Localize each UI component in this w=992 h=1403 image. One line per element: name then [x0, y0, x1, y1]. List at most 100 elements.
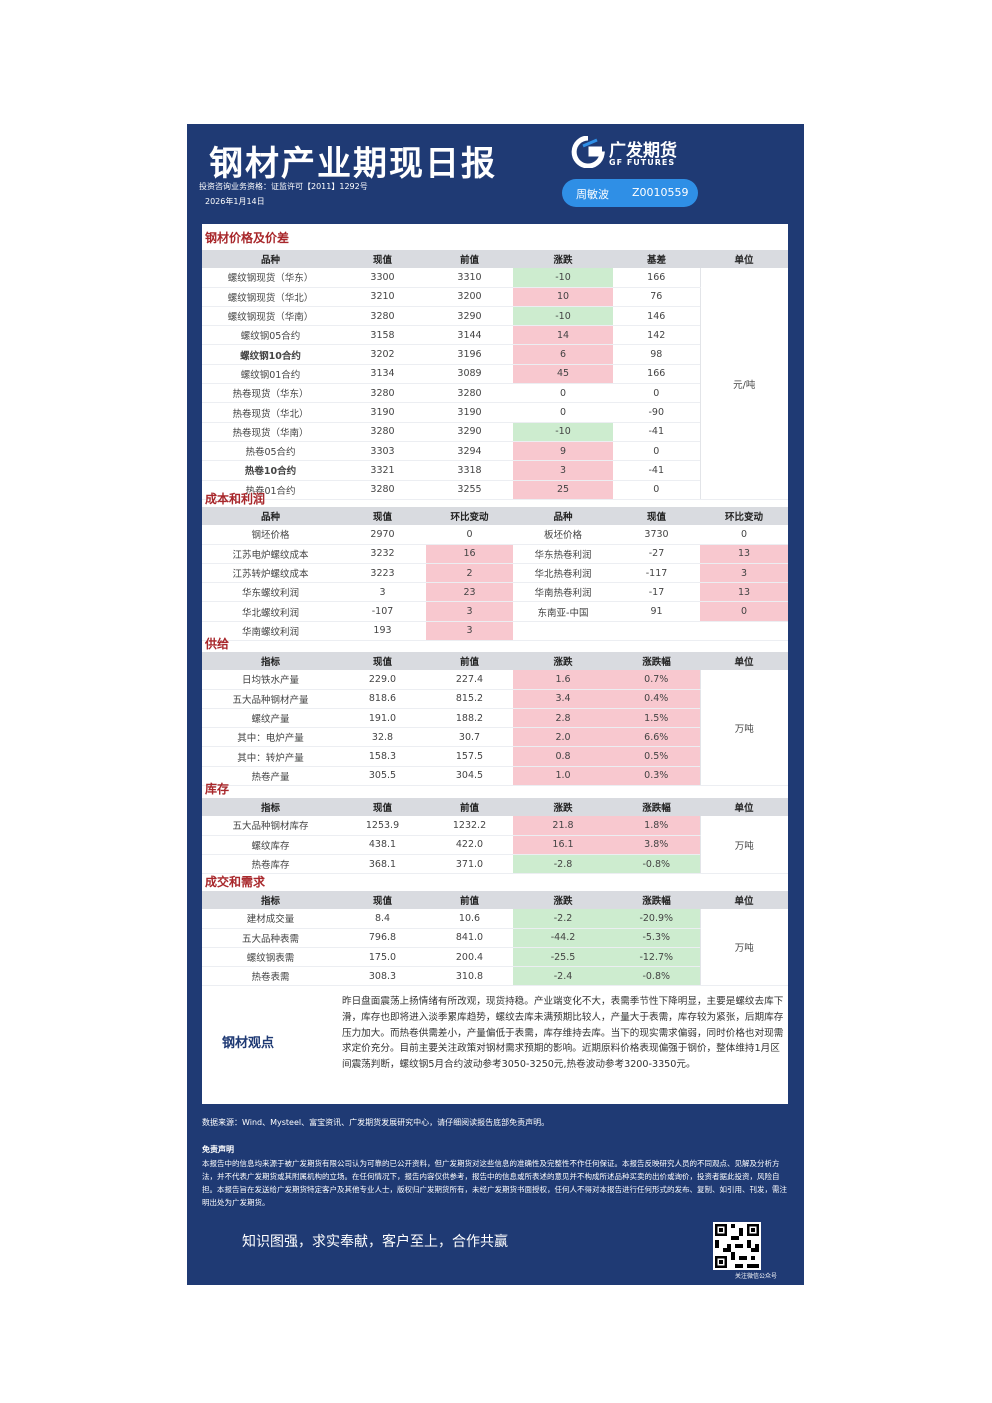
- change-value: 3: [700, 563, 788, 584]
- table-row: 日均铁水产量 229.0 227.4 1.6 0.7% 万吨: [202, 670, 788, 787]
- column-header: 涨跌: [513, 798, 613, 817]
- disclaimer-title: 免责声明: [202, 1145, 234, 1154]
- table-row: 华北螺纹利润 -107 3 东南亚-中国 91 0: [202, 601, 788, 622]
- change-value: 0: [513, 402, 613, 423]
- column-header: 涨跌: [513, 652, 613, 671]
- table-row: 华南螺纹利润 193 3: [202, 621, 788, 642]
- data-source: 数据来源：Wind、Mysteel、富宝资讯、广发期货发展研究中心，请仔细阅读报…: [202, 1118, 550, 1127]
- current-value: 3321: [339, 460, 426, 481]
- row-name: 热卷库存: [202, 854, 339, 875]
- row-name: 热卷现货（华东）: [202, 383, 339, 404]
- basis-value: 0: [613, 383, 700, 404]
- change-value: 45: [513, 364, 613, 385]
- row-name: 建材成交量: [202, 909, 339, 929]
- item-name: 江苏转炉螺纹成本: [202, 563, 339, 584]
- current-value: 91: [613, 601, 700, 622]
- row-name: 热卷现货（华南）: [202, 422, 339, 442]
- column-header: 前值: [426, 250, 513, 269]
- change-percent: -0.8%: [613, 966, 700, 987]
- row-name: 热卷现货（华北）: [202, 402, 339, 423]
- current-value: 32.8: [339, 727, 426, 748]
- table-row: 螺纹钢现货（华东） 3300 3310 -10 166 元/吨: [202, 268, 788, 500]
- change-value: 1.0: [513, 766, 613, 787]
- column-header: 品种: [513, 507, 613, 526]
- column-header: 现值: [339, 250, 426, 269]
- disclaimer-text: 本报告中的信息均来源于被广发期货有限公司认为可靠的已公开资料，但广发期货对这些信…: [202, 1159, 787, 1207]
- change-value: -25.5: [513, 947, 613, 968]
- table-header-row: 品种 现值 环比变动 品种 现值 环比变动: [202, 507, 788, 526]
- table-row: 热卷现货（华北） 3190 3190 0 -90: [202, 402, 788, 423]
- previous-value: 3310: [426, 268, 513, 288]
- row-name: 螺纹钢现货（华北）: [202, 287, 339, 307]
- row-name: 螺纹钢现货（华南）: [202, 306, 339, 327]
- current-value: 3300: [339, 268, 426, 288]
- current-value: 438.1: [339, 835, 426, 855]
- current-value: 3730: [613, 525, 700, 545]
- unit-cell: 万吨: [699, 909, 788, 987]
- current-value: 8.4: [339, 909, 426, 929]
- supply-table: 指标 现值 前值 涨跌 涨跌幅 单位 日均铁水产量 229.0 227.4 1.6 0.7% 万吨 五大…: [202, 652, 788, 787]
- change-value: 3.4: [513, 689, 613, 709]
- change-percent: 0.3%: [613, 766, 700, 787]
- row-name: 其中：转炉产量: [202, 746, 339, 767]
- table-row: 螺纹库存 438.1 422.0 16.1 3.8%: [202, 835, 788, 855]
- column-header: 环比变动: [426, 507, 513, 526]
- row-name: 螺纹钢01合约: [202, 364, 339, 385]
- row-name: 螺纹库存: [202, 835, 339, 855]
- change-value: -2.4: [513, 966, 613, 987]
- row-name: 热卷表需: [202, 966, 339, 987]
- column-header: 现值: [339, 798, 426, 817]
- table-header-row: 指标 现值 前值 涨跌 涨跌幅 单位: [202, 798, 788, 817]
- current-value: 818.6: [339, 689, 426, 709]
- current-value: [613, 621, 700, 642]
- analyst-id: Z0010559: [632, 186, 689, 199]
- license-text: 投资咨询业务资格：证监许可【2011】1292号: [199, 182, 368, 191]
- change-value: -2.8: [513, 854, 613, 875]
- previous-value: 3144: [426, 325, 513, 346]
- change-value: 23: [426, 582, 513, 603]
- row-name: 热卷10合约: [202, 460, 339, 481]
- previous-value: 30.7: [426, 727, 513, 748]
- item-name: 华东螺纹利润: [202, 582, 339, 603]
- change-percent: 0.7%: [613, 670, 700, 690]
- report-date: 2026年1月14日: [205, 197, 265, 206]
- unit-cell: 万吨: [699, 816, 788, 875]
- report-page: 钢材产业期现日报 投资咨询业务资格：证监许可【2011】1292号 2026年1…: [187, 124, 804, 1285]
- column-header: 品种: [202, 250, 339, 269]
- change-percent: -0.8%: [613, 854, 700, 875]
- column-header: 前值: [426, 798, 513, 817]
- row-name: 日均铁水产量: [202, 670, 339, 690]
- basis-value: -41: [613, 422, 700, 442]
- current-value: -27: [613, 544, 700, 564]
- current-value: 3202: [339, 344, 426, 365]
- inventory-table: 指标 现值 前值 涨跌 涨跌幅 单位 五大品种钢材库存 1253.9 1232.2 21.8 1.8…: [202, 798, 788, 875]
- data-panel: 钢材价格及价差 品种 现值 前值 涨跌 基差 单位 螺纹钢现货（华东） 3300 3310 -10…: [202, 224, 788, 1104]
- change-value: 0.8: [513, 746, 613, 767]
- basis-value: 142: [613, 325, 700, 346]
- basis-value: -41: [613, 460, 700, 481]
- table-header-row: 品种 现值 前值 涨跌 基差 单位: [202, 250, 788, 269]
- change-value: 13: [700, 582, 788, 603]
- change-value: 10: [513, 287, 613, 307]
- change-value: 2.0: [513, 727, 613, 748]
- current-value: 3303: [339, 441, 426, 462]
- table-row: 热卷产量 305.5 304.5 1.0 0.3%: [202, 766, 788, 787]
- previous-value: 422.0: [426, 835, 513, 855]
- column-header: 单位: [700, 250, 788, 269]
- row-name: 螺纹产量: [202, 708, 339, 729]
- change-value: 21.8: [513, 816, 613, 836]
- table-row: 热卷05合约 3303 3294 9 0: [202, 441, 788, 462]
- table-row: 螺纹钢01合约 3134 3089 45 166: [202, 364, 788, 385]
- gf-logo-icon: [571, 136, 605, 168]
- current-value: 3223: [339, 563, 426, 584]
- change-value: 3: [513, 460, 613, 481]
- change-value: 9: [513, 441, 613, 462]
- previous-value: 3200: [426, 287, 513, 307]
- previous-value: 227.4: [426, 670, 513, 690]
- basis-value: 166: [613, 268, 700, 288]
- table-row: 其中：电炉产量 32.8 30.7 2.0 6.6%: [202, 727, 788, 748]
- qr-code: [713, 1222, 761, 1270]
- previous-value: 3290: [426, 306, 513, 327]
- column-header: 环比变动: [700, 507, 788, 526]
- column-header: 现值: [339, 891, 426, 910]
